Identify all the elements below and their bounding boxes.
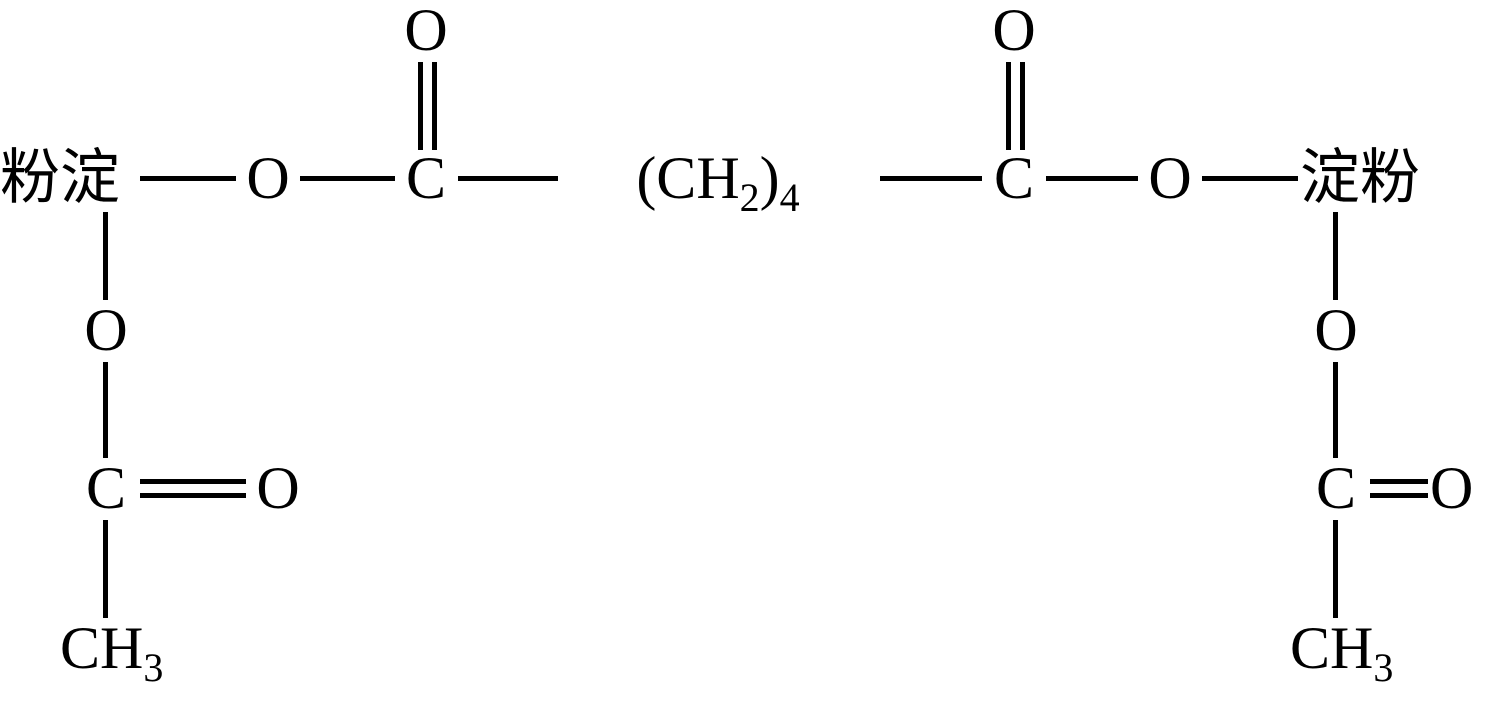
bond-OmidL-Clower <box>103 362 108 458</box>
bond-starchL-Omid <box>103 212 108 300</box>
bond-ClowerL-CH3 <box>103 520 108 618</box>
bond-ClowerL-O-b <box>140 493 246 498</box>
bond-C2-Otop-b <box>1020 62 1025 150</box>
bond-starchR-Omid <box>1333 212 1338 300</box>
atom-C-left-lower: C <box>76 458 136 518</box>
bond-C1-CH2 <box>458 176 558 181</box>
bond-OmidR-Clower <box>1333 362 1338 458</box>
atom-O-left-lower-dbl: O <box>248 458 308 518</box>
atom-O2: O <box>1140 148 1200 208</box>
label-starch-right: 淀粉 <box>1300 148 1440 208</box>
atom-O-top-right: O <box>984 0 1044 60</box>
bond-ClowerL-O-a <box>140 479 246 484</box>
atom-O-right-mid: O <box>1306 300 1366 360</box>
atom-C1: C <box>396 148 456 208</box>
atom-O-right-lower-dbl: O <box>1430 458 1490 518</box>
atom-O-left-mid: O <box>76 300 136 360</box>
group-CH3-left: CH3 <box>60 618 220 688</box>
bond-ClowerR-O-a <box>1370 479 1428 484</box>
atom-C2: C <box>984 148 1044 208</box>
bond-CH2-C2 <box>880 176 982 181</box>
bond-starchL-O1 <box>140 176 236 181</box>
bond-ClowerR-O-b <box>1370 493 1428 498</box>
group-CH3-right: CH3 <box>1290 618 1450 688</box>
bond-C2-Otop-a <box>1006 62 1011 150</box>
bond-C1-Otop-b <box>432 62 437 150</box>
bond-O1-C1 <box>300 176 395 181</box>
bond-C1-Otop-a <box>418 62 423 150</box>
atom-C-right-lower: C <box>1306 458 1366 518</box>
label-starch-left: 粉淀 <box>0 148 140 208</box>
atom-O-top-left: O <box>396 0 456 60</box>
atom-O1: O <box>238 148 298 208</box>
group-CH2-4: (CH2)4 <box>558 148 878 218</box>
bond-O2-starchR <box>1202 176 1298 181</box>
bond-ClowerR-CH3 <box>1333 520 1338 618</box>
bond-C2-O2 <box>1046 176 1138 181</box>
